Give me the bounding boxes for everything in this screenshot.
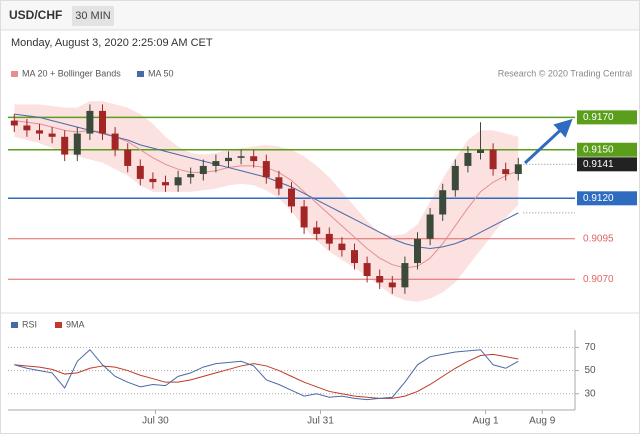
level-label: 0.9095 (583, 233, 614, 244)
y-tick-label: 50 (584, 365, 596, 376)
level-tag (577, 142, 637, 157)
candle-body (426, 214, 434, 239)
legend-label: 9MA (66, 319, 85, 329)
y-tick-label: 30 (584, 388, 596, 399)
candle-body (439, 190, 447, 215)
candle-body (313, 227, 321, 234)
x-tick-label: Aug 9 (529, 416, 556, 427)
forecast-arrow (523, 118, 573, 165)
legend-swatch (137, 71, 144, 77)
interval-button[interactable] (72, 6, 114, 26)
candle-body (351, 250, 358, 264)
level-tag (577, 191, 637, 206)
x-tick-label: Jul 30 (142, 416, 169, 427)
level-label: 0.9120 (583, 193, 614, 204)
candle-body (414, 238, 421, 264)
candle-body (477, 149, 484, 153)
candle-body (363, 263, 371, 277)
candle-body (338, 243, 346, 251)
candle-body (451, 165, 459, 191)
rsi-line (14, 348, 519, 401)
interval-label[interactable]: 30 MIN (75, 10, 111, 22)
level-tag (577, 110, 637, 125)
candle-body (136, 165, 144, 179)
last-price-label: 0.9141 (583, 159, 614, 170)
candle-body (187, 174, 195, 178)
candle-body (99, 110, 106, 134)
candle-body (225, 157, 232, 162)
candle-body (401, 263, 409, 288)
candle-body (376, 276, 384, 283)
candle-body (73, 133, 81, 155)
legend-label: MA 20 + Bollinger Bands (22, 68, 121, 78)
candle-body (300, 206, 308, 228)
x-tick-label: Aug 1 (472, 416, 499, 427)
legend-swatch (11, 322, 18, 328)
candle-body (111, 133, 119, 150)
level-label: 0.9150 (583, 144, 614, 155)
candle-body (502, 169, 510, 175)
candle-body (288, 188, 295, 207)
legend-label: MA 50 (148, 68, 174, 78)
candle-body (23, 125, 31, 131)
last-price-tag (577, 157, 637, 172)
candle-body (162, 182, 169, 186)
y-tick-label: 70 (584, 342, 596, 353)
candle-body (514, 164, 522, 175)
candle-body (48, 133, 56, 137)
rsi-line (14, 353, 519, 399)
candle-body (10, 120, 18, 126)
candle-body (124, 149, 132, 166)
x-tick-label: Jul 31 (307, 416, 334, 427)
candle-body (174, 177, 182, 186)
timestamp: Monday, August 3, 2020 2:25:09 AM CET (11, 37, 213, 49)
candle-body (199, 165, 207, 175)
candle-body (237, 156, 245, 158)
candle-body (86, 110, 94, 134)
legend-swatch (55, 322, 62, 328)
level-label: 0.9170 (583, 112, 614, 123)
level-label: 0.9070 (583, 274, 614, 285)
credit: Research © 2020 Trading Central (498, 68, 632, 78)
candle-body (61, 136, 69, 155)
candle-body (250, 156, 258, 162)
candle-body (388, 282, 396, 288)
candle-body (36, 130, 43, 134)
candle-body (212, 161, 220, 166)
symbol: USD/CHF (9, 8, 62, 22)
legend-swatch (11, 71, 18, 77)
bollinger-band (14, 101, 519, 302)
candle-body (464, 152, 472, 166)
candle-body (325, 233, 333, 244)
candle-body (149, 178, 157, 183)
candle-body (262, 161, 270, 178)
candle-body (489, 149, 497, 170)
legend-label: RSI (22, 319, 37, 329)
candle-body (275, 177, 283, 189)
